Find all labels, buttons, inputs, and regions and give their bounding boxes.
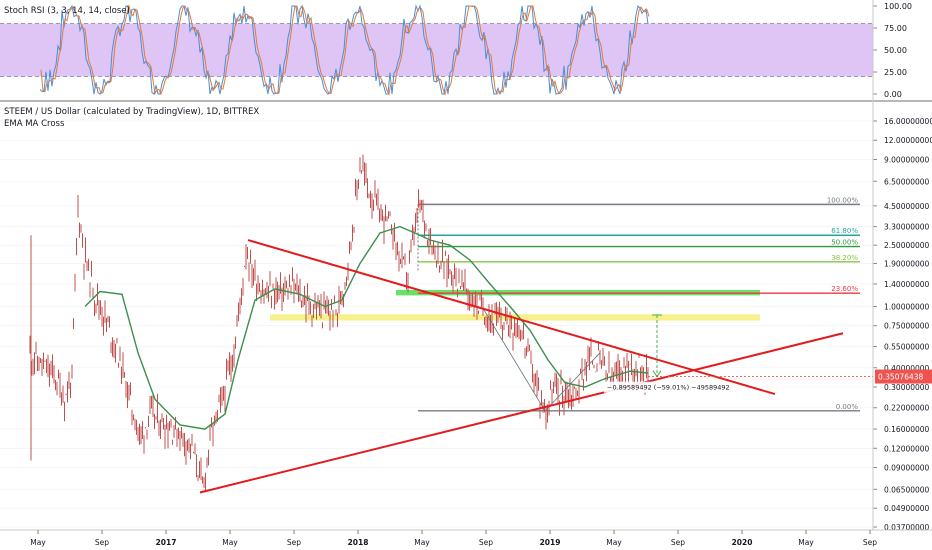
time-tick-label: 2019 [540, 538, 561, 547]
stoch-rsi-tick-label: 25.00 [884, 68, 907, 77]
time-tick-label: May [222, 538, 238, 547]
measure-label-box [604, 381, 712, 393]
time-tick-label: May [414, 538, 430, 547]
price-tick-label: 1.40000000 [884, 280, 930, 289]
price-grid [0, 120, 873, 528]
price-tick-label: 0.16000000 [884, 425, 930, 434]
measure-label: −0.89589492 (−59.01%) −49589492 [607, 384, 730, 392]
time-tick-label: Sep [479, 538, 493, 547]
price-pane-title: STEEM / US Dollar (calculated by Trading… [4, 107, 259, 117]
stoch-rsi-d-line [40, 4, 650, 96]
time-tick-label: May [606, 538, 622, 547]
trendlines [199, 239, 844, 494]
candles [29, 154, 649, 491]
price-tick-label: 9.00000000 [884, 155, 930, 164]
fib-label: 100.00% [827, 196, 858, 204]
fibonacci-retracement: 100.00% 61.80% 50.00% 38.20% 23.60% 0.00% [417, 196, 860, 412]
stoch-rsi-band [0, 23, 873, 77]
price-tick-label: 0.04900000 [884, 504, 930, 513]
stoch-rsi-tick-label: 0.00 [884, 90, 902, 99]
stoch-rsi-axis: 100.00 75.00 50.00 25.00 0.00 [873, 2, 912, 99]
price-tick-label: 0.06500000 [884, 485, 930, 494]
time-tick-label: Sep [863, 538, 877, 547]
fib-label: 0.00% [836, 403, 859, 411]
price-tick-label: 0.22000000 [884, 404, 930, 413]
stoch-rsi-tick-label: 50.00 [884, 46, 907, 55]
price-tick-label: 16.00000000 [884, 117, 932, 126]
time-axis: May Sep 2017 May Sep 2018 May Sep 2019 May Sep 2020… [30, 530, 877, 547]
time-tick-label: 2017 [156, 538, 177, 547]
price-axis: 16.00000000 12.00000000 9.00000000 6.500000… [873, 117, 932, 532]
time-tick-label: 2018 [348, 538, 369, 547]
price-tick-label: 2.50000000 [884, 241, 930, 250]
price-tick-label: 0.03700000 [884, 523, 930, 532]
fib-label: 23.60% [831, 285, 858, 293]
time-tick-label: Sep [671, 538, 685, 547]
current-price-tag: 0.35076438 [648, 369, 932, 384]
fib-label: 50.00% [831, 239, 858, 247]
ascending-trendline [199, 332, 844, 494]
stoch-rsi-title: Stoch RSI (3, 3, 14, 14, close) [4, 6, 130, 16]
price-tick-label: 0.12000000 [884, 444, 930, 453]
price-tick-label: 4.50000000 [884, 202, 930, 211]
price-tick-label: 0.55000000 [884, 342, 930, 351]
fib-label: 38.20% [831, 254, 858, 262]
time-tick-label: Sep [287, 538, 301, 547]
price-tick-label: 12.00000000 [884, 136, 932, 145]
current-price-label: 0.35076438 [878, 373, 924, 382]
price-tick-label: 1.90000000 [884, 260, 930, 269]
stoch-rsi-tick-label: 75.00 [884, 24, 907, 33]
indicator-label: EMA MA Cross [4, 119, 65, 129]
time-tick-label: Sep [95, 538, 109, 547]
current-price-box [875, 369, 932, 384]
price-tick-label: 0.09000000 [884, 464, 930, 473]
price-tick-label: 0.30000000 [884, 383, 930, 392]
fib-label: 61.80% [831, 227, 858, 235]
price-tick-label: 0.75000000 [884, 322, 930, 331]
price-tick-label: 3.30000000 [884, 223, 930, 232]
descending-trendline [247, 239, 776, 396]
price-pane: 100.00% 61.80% 50.00% 38.20% 23.60% 0.00% −0.… [0, 107, 932, 532]
price-tick-label: 6.50000000 [884, 177, 930, 186]
price-tick-label: 0.40000000 [884, 364, 930, 373]
stoch-rsi-tick-label: 100.00 [884, 2, 912, 11]
time-tick-label: May [798, 538, 814, 547]
price-tick-label: 1.00000000 [884, 302, 930, 311]
time-tick-label: May [30, 538, 46, 547]
stoch-rsi-pane: Stoch RSI (3, 3, 14, 14, close) 100.00 75… [0, 2, 912, 99]
projection-line [483, 309, 601, 412]
time-tick-label: 2020 [732, 538, 753, 547]
ema-line [84, 225, 649, 430]
